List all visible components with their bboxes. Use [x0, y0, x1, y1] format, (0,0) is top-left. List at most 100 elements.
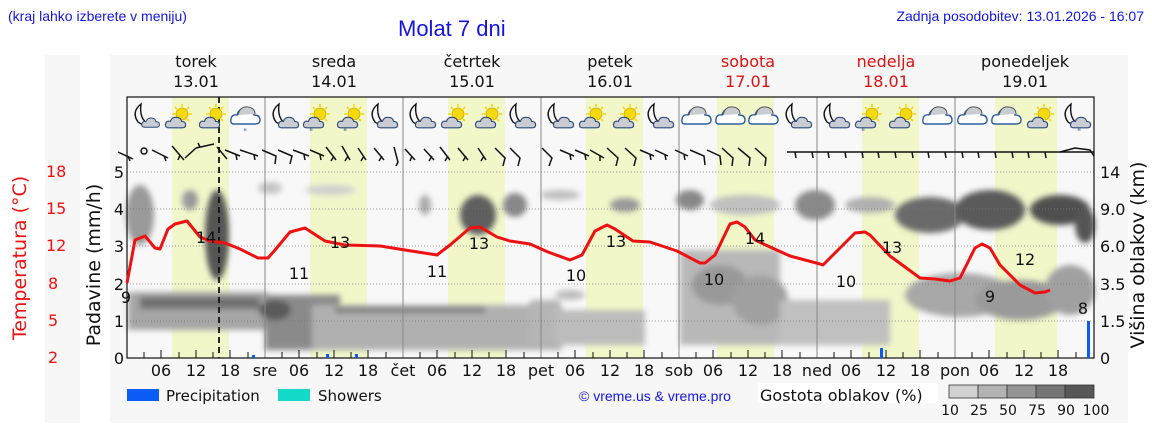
temp-tick: 15 — [46, 199, 67, 218]
chart-label: 8 — [1078, 299, 1088, 318]
chart-label: 13 — [330, 233, 350, 252]
temperature-axis-panel — [45, 55, 80, 423]
temperature-line — [125, 219, 1051, 295]
chart-label: čet — [391, 361, 416, 380]
sun-cloud-drizzle-icon: " — [302, 103, 331, 138]
precipitation-legend-swatch — [127, 389, 159, 401]
temp-tick: 5 — [48, 311, 59, 330]
precipitation-bars — [252, 321, 1090, 358]
chart-label: 12 — [462, 361, 482, 380]
day-label-saturday: sobota 17.01 — [720, 52, 776, 91]
chart-label: 10 — [566, 266, 586, 285]
chart-label: 06 — [841, 361, 861, 380]
chart-label: 0 — [114, 349, 124, 368]
location-hint-link[interactable]: (kraj lahko izberete v meniju) — [8, 8, 187, 24]
chart-label: ned — [802, 361, 832, 380]
day-label-monday: ponedeljek 19.01 — [981, 52, 1069, 91]
chart-label: sob — [665, 361, 693, 380]
chart-label: 25 — [970, 403, 988, 419]
chart-label: 06 — [979, 361, 999, 380]
chart-label: 1 — [114, 312, 124, 331]
moon-cloud-drizzle-icon: " — [1064, 103, 1092, 138]
chart-label: pet — [528, 361, 554, 380]
chart-label: 13 — [606, 232, 626, 251]
chart-label: 18 — [910, 361, 930, 380]
cloud-height-ticks: 0 1.5 3.5 6.0 9.0 14 — [1100, 163, 1125, 368]
chart-label: 11 — [289, 264, 309, 283]
chart-label: 75 — [1028, 403, 1046, 419]
precipitation-ticks: 0 1 2 3 4 5 — [114, 163, 124, 368]
chart-label: 10 — [836, 272, 856, 291]
chart-label: 4 — [114, 200, 124, 219]
chart-label: 06 — [565, 361, 585, 380]
chart-label: 18 — [634, 361, 654, 380]
wind-barbs-row — [117, 142, 1095, 167]
chart-label: 12 — [738, 361, 758, 380]
chart-label: " — [343, 128, 347, 138]
chart-label: 90 — [1057, 403, 1075, 419]
chart-label: 06 — [151, 361, 171, 380]
chart-label: 10 — [941, 403, 959, 419]
showers-legend-label: Showers — [318, 387, 382, 405]
chart-label: 12 — [600, 361, 620, 380]
chart-label: 3.5 — [1100, 275, 1125, 294]
last-update-text: Zadnja posodobitev: 13.01.2026 - 16:07 — [896, 8, 1144, 24]
showers-legend-swatch — [278, 389, 310, 401]
chart-label: 9 — [985, 287, 995, 306]
weather-icons-row: " " " " " — [134, 103, 1092, 138]
chart-label: " — [243, 128, 247, 138]
x-tick-labels: 06 12 18 sre 06 12 18 čet 06 12 18 pet 0… — [151, 361, 1068, 380]
temperature-labels: 9 14 11 13 11 13 10 13 10 14 10 13 9 12 … — [121, 228, 1088, 318]
day-label-tuesday: torek 13.01 — [173, 52, 219, 91]
chart-label: " — [861, 128, 865, 138]
page-title: Molat 7 dni — [398, 16, 506, 41]
chart-label: 12 — [876, 361, 896, 380]
chart-label: 12 — [1014, 361, 1034, 380]
day-label-thursday: četrtek 15.01 — [443, 52, 501, 91]
chart-label: 12 — [186, 361, 206, 380]
chart-label: 12 — [1015, 250, 1035, 269]
temp-tick: 8 — [48, 274, 59, 293]
rain-cloud-icon: " — [230, 106, 261, 138]
cloud-density-title: Gostota oblakov (%) — [760, 386, 923, 405]
cloud-density-colorbar — [948, 384, 1095, 399]
chart-label: sre — [253, 361, 277, 380]
chart-label: 100 — [1083, 403, 1110, 419]
chart-label: 13 — [882, 238, 902, 257]
chart-label: 0 — [1100, 349, 1110, 368]
chart-label: 6.0 — [1100, 237, 1125, 256]
chart-label: " — [309, 128, 313, 138]
day-label-friday: petek 16.01 — [587, 52, 633, 91]
chart-label: 06 — [289, 361, 309, 380]
precipitation-legend-label: Precipitation — [166, 387, 260, 405]
chart-label: 1.5 — [1100, 312, 1125, 331]
chart-label: " — [1077, 128, 1081, 138]
sun-cloud-drizzle-icon: " — [854, 103, 883, 138]
chart-label: pon — [940, 361, 970, 380]
chart-label: 2 — [114, 275, 124, 294]
chart-label: 18 — [1048, 361, 1068, 380]
chart-label: 06 — [427, 361, 447, 380]
cloud-density-ticks: 10 25 50 75 90 100 — [941, 403, 1109, 419]
chart-label: 11 — [427, 262, 447, 281]
chart-label: 50 — [999, 403, 1017, 419]
cloud-density-layer — [126, 182, 1095, 350]
chart-label: 10 — [704, 270, 724, 289]
temp-tick: 2 — [48, 348, 59, 367]
temp-tick: 12 — [46, 236, 67, 255]
chart-label: 9.0 — [1100, 200, 1125, 219]
day-label-wednesday: sreda 14.01 — [311, 52, 357, 91]
day-label-sunday: nedelja 18.01 — [856, 52, 916, 91]
chart-label: 14 — [1100, 163, 1120, 182]
chart-label: 18 — [496, 361, 516, 380]
chart-label: 3 — [114, 237, 124, 256]
chart-label: 06 — [703, 361, 723, 380]
temp-tick: 18 — [46, 162, 67, 181]
chart-label: 14 — [745, 229, 765, 248]
copyright-link[interactable]: © vreme.us & vreme.pro — [579, 388, 731, 404]
chart-label: 18 — [772, 361, 792, 380]
chart-label: 14 — [196, 228, 216, 247]
x-tick-marks — [143, 350, 1077, 358]
chart-label: 18 — [220, 361, 240, 380]
